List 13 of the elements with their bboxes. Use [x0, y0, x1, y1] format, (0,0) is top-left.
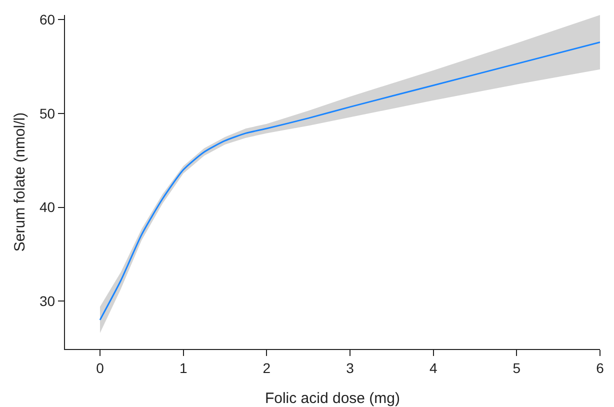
x-tick-label: 3: [346, 360, 354, 376]
y-tick-label: 30: [39, 293, 56, 310]
x-tick-label: 2: [262, 360, 271, 376]
y-axis-title: Serum folate (nmol/l): [12, 112, 29, 252]
x-tick-label: 1: [179, 360, 188, 376]
x-tick-label: 4: [429, 360, 438, 376]
y-tick-label: 40: [39, 199, 56, 216]
x-tick-label: 5: [512, 360, 521, 376]
x-tick-label: 0: [96, 360, 104, 376]
y-tick-label: 60: [39, 12, 56, 28]
x-tick-label: 6: [596, 360, 604, 376]
x-axis-title: Folic acid dose (mg): [264, 390, 400, 407]
y-tick-label: 50: [39, 105, 56, 122]
